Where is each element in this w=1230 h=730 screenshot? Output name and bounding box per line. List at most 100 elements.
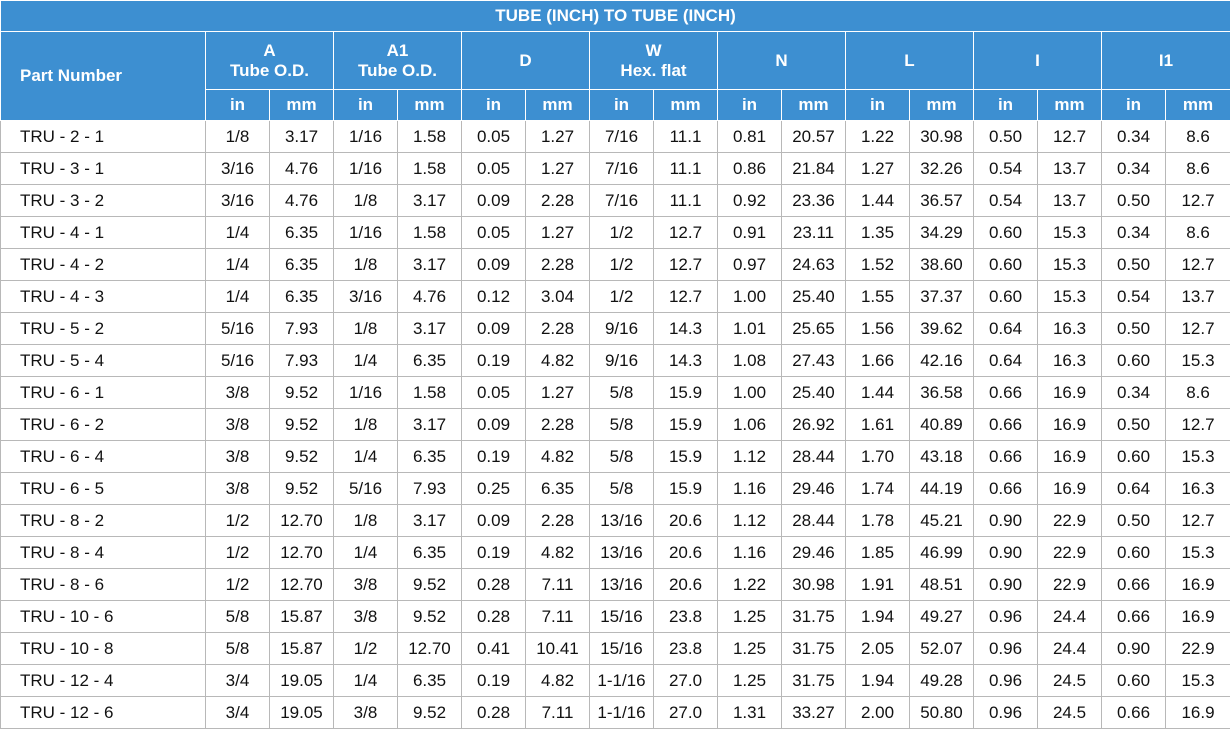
part-number-cell: TRU - 3 - 2 xyxy=(0,184,206,217)
part-number-cell: TRU - 4 - 3 xyxy=(0,280,206,313)
value-cell: 1.58 xyxy=(397,216,462,249)
value-cell: 16.9 xyxy=(1164,696,1230,729)
table-row: TRU - 12 - 4 3/4 19.05 1/4 6.35 0.19 4.82 1-1/1… xyxy=(0,664,1230,697)
value-cell: 5/8 xyxy=(589,376,654,409)
part-number-cell: TRU - 6 - 2 xyxy=(0,408,206,441)
unit-header-mm: mm xyxy=(525,89,590,121)
value-cell: 24.4 xyxy=(1037,632,1102,665)
unit-header-mm: mm xyxy=(269,89,334,121)
value-cell: 1/8 xyxy=(333,184,398,217)
value-cell: 19.05 xyxy=(269,664,334,697)
value-cell: 0.28 xyxy=(461,568,526,601)
value-cell: 42.16 xyxy=(909,344,974,377)
value-cell: 1.27 xyxy=(525,152,590,185)
value-cell: 4.76 xyxy=(397,280,462,313)
value-cell: 32.26 xyxy=(909,152,974,185)
unit-header-in: in xyxy=(1101,89,1166,121)
value-cell: 3.17 xyxy=(397,184,462,217)
value-cell: 7.11 xyxy=(525,696,590,729)
value-cell: 12.7 xyxy=(1164,312,1230,345)
part-number-cell: TRU - 6 - 5 xyxy=(0,472,206,505)
value-cell: 39.62 xyxy=(909,312,974,345)
value-cell: 6.35 xyxy=(269,248,334,281)
value-cell: 0.34 xyxy=(1101,376,1166,409)
value-cell: 0.66 xyxy=(973,408,1038,441)
value-cell: 8.6 xyxy=(1164,216,1230,249)
value-cell: 1/8 xyxy=(205,120,270,153)
part-number-header: Part Number xyxy=(0,31,206,121)
value-cell: 1.58 xyxy=(397,152,462,185)
value-cell: 12.7 xyxy=(1164,248,1230,281)
value-cell: 14.3 xyxy=(653,312,718,345)
value-cell: 1.44 xyxy=(845,376,910,409)
group-symbol: D xyxy=(519,50,532,70)
value-cell: 6.35 xyxy=(269,280,334,313)
value-cell: 49.27 xyxy=(909,600,974,633)
value-cell: 1/2 xyxy=(589,280,654,313)
value-cell: 7/16 xyxy=(589,184,654,217)
unit-header-in: in xyxy=(973,89,1038,121)
value-cell: 0.90 xyxy=(1101,632,1166,665)
value-cell: 0.09 xyxy=(461,184,526,217)
value-cell: 1/2 xyxy=(333,632,398,665)
value-cell: 25.40 xyxy=(781,376,846,409)
value-cell: 1.58 xyxy=(397,376,462,409)
value-cell: 0.60 xyxy=(973,280,1038,313)
group-description: Hex. flat xyxy=(620,60,687,80)
value-cell: 10.41 xyxy=(525,632,590,665)
value-cell: 1.66 xyxy=(845,344,910,377)
value-cell: 15.3 xyxy=(1037,216,1102,249)
unit-header-in: in xyxy=(717,89,782,121)
unit-header-mm: mm xyxy=(1164,89,1230,121)
value-cell: 3/16 xyxy=(205,184,270,217)
part-number-cell: TRU - 12 - 6 xyxy=(0,696,206,729)
value-cell: 1/8 xyxy=(333,408,398,441)
value-cell: 16.9 xyxy=(1037,376,1102,409)
value-cell: 20.6 xyxy=(653,568,718,601)
table-row: TRU - 8 - 6 1/2 12.70 3/8 9.52 0.28 7.11 13/16 2… xyxy=(0,568,1230,601)
value-cell: 16.3 xyxy=(1164,472,1230,505)
value-cell: 15.3 xyxy=(1164,536,1230,569)
value-cell: 36.57 xyxy=(909,184,974,217)
value-cell: 1.08 xyxy=(717,344,782,377)
value-cell: 0.60 xyxy=(973,248,1038,281)
value-cell: 16.9 xyxy=(1037,440,1102,473)
part-number-cell: TRU - 4 - 2 xyxy=(0,248,206,281)
value-cell: 24.5 xyxy=(1037,664,1102,697)
value-cell: 6.35 xyxy=(397,440,462,473)
value-cell: 16.3 xyxy=(1037,344,1102,377)
value-cell: 49.28 xyxy=(909,664,974,697)
group-symbol: N xyxy=(775,50,788,70)
value-cell: 0.09 xyxy=(461,312,526,345)
value-cell: 1.00 xyxy=(717,280,782,313)
value-cell: 8.6 xyxy=(1164,152,1230,185)
value-cell: 0.90 xyxy=(973,536,1038,569)
value-cell: 52.07 xyxy=(909,632,974,665)
value-cell: 6.35 xyxy=(269,216,334,249)
value-cell: 13/16 xyxy=(589,568,654,601)
value-cell: 0.66 xyxy=(1101,696,1166,729)
value-cell: 0.96 xyxy=(973,664,1038,697)
value-cell: 9/16 xyxy=(589,344,654,377)
group-symbol: I xyxy=(1035,50,1040,70)
table-row: TRU - 10 - 6 5/8 15.87 3/8 9.52 0.28 7.11 15/16… xyxy=(0,600,1230,633)
table-row: TRU - 6 - 5 3/8 9.52 5/16 7.93 0.25 6.35 5/8 15.… xyxy=(0,472,1230,505)
value-cell: 48.51 xyxy=(909,568,974,601)
value-cell: 29.46 xyxy=(781,536,846,569)
value-cell: 4.82 xyxy=(525,664,590,697)
unit-header-mm: mm xyxy=(653,89,718,121)
table-row: TRU - 6 - 1 3/8 9.52 1/16 1.58 0.05 1.27 5/8 15.… xyxy=(0,376,1230,409)
value-cell: 3/8 xyxy=(333,600,398,633)
value-cell: 2.28 xyxy=(525,248,590,281)
value-cell: 1.27 xyxy=(525,120,590,153)
value-cell: 0.54 xyxy=(1101,280,1166,313)
value-cell: 16.9 xyxy=(1037,408,1102,441)
value-cell: 9.52 xyxy=(269,408,334,441)
value-cell: 0.92 xyxy=(717,184,782,217)
value-cell: 0.25 xyxy=(461,472,526,505)
value-cell: 6.35 xyxy=(397,664,462,697)
value-cell: 31.75 xyxy=(781,632,846,665)
unit-header-mm: mm xyxy=(781,89,846,121)
value-cell: 0.12 xyxy=(461,280,526,313)
value-cell: 15.87 xyxy=(269,632,334,665)
